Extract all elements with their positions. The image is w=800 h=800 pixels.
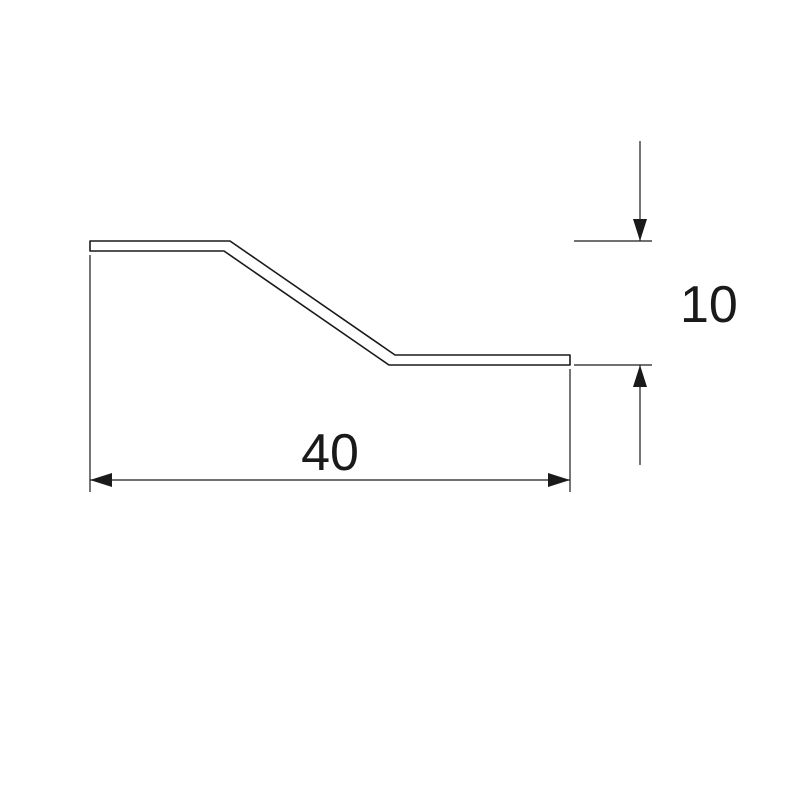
width-dimension-value: 40	[301, 424, 359, 482]
canvas-background	[0, 0, 800, 800]
technical-drawing: 40 10	[0, 0, 800, 800]
height-dimension-value: 10	[680, 276, 738, 334]
